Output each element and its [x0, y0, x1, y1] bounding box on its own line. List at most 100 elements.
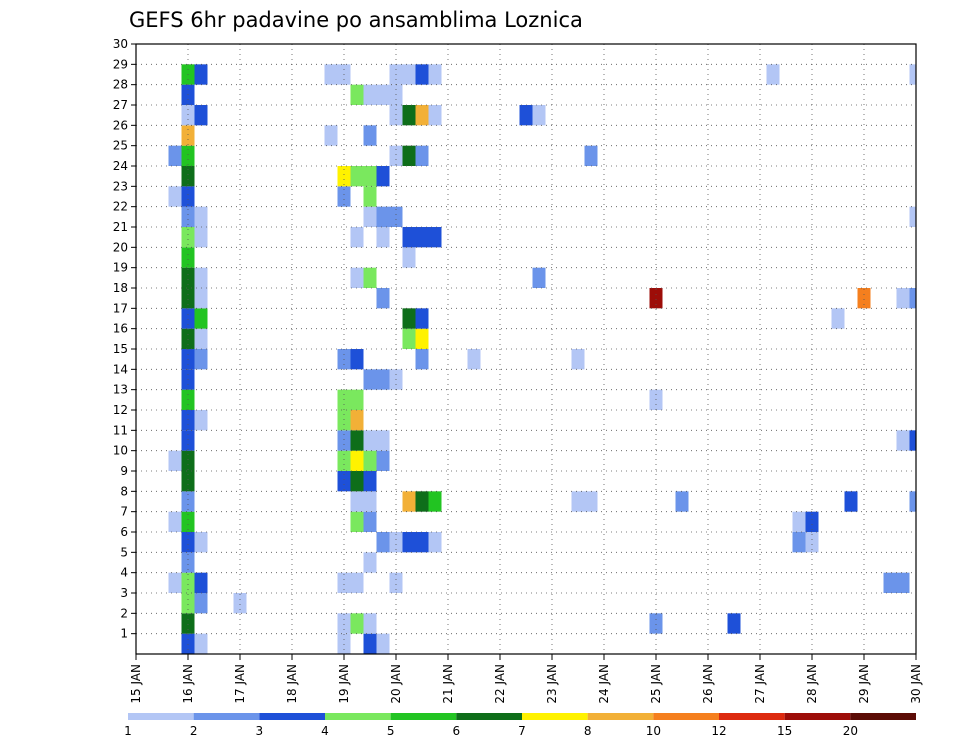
heatmap-cell — [194, 206, 208, 227]
y-tick-label: 15 — [113, 342, 128, 356]
heatmap-cell — [376, 450, 390, 471]
y-tick-label: 5 — [120, 545, 128, 559]
y-tick-label: 4 — [120, 566, 128, 580]
heatmap-cell — [350, 511, 364, 532]
heatmap-cell — [532, 267, 546, 288]
y-tick-label: 2 — [120, 606, 128, 620]
heatmap-cell — [402, 532, 416, 553]
y-tick-label: 8 — [120, 484, 128, 498]
y-tick-label: 1 — [120, 627, 128, 641]
heatmap-cell — [402, 328, 416, 349]
heatmap-cell — [909, 64, 916, 85]
heatmap-cell — [350, 491, 364, 512]
heatmap-cell — [363, 125, 377, 146]
chart-title: GEFS 6hr padavine po ansamblima Loznica — [129, 8, 583, 32]
heatmap-cell — [909, 491, 916, 512]
heatmap-cell — [194, 267, 208, 288]
heatmap-cell — [181, 145, 195, 166]
heatmap-cell — [428, 532, 442, 553]
heatmap-cell — [337, 572, 351, 593]
heatmap-cell — [909, 206, 916, 227]
colorbar-swatch — [522, 713, 588, 720]
heatmap-cell — [363, 633, 377, 654]
heatmap-cell — [402, 247, 416, 268]
colorbar-label: 6 — [453, 724, 461, 738]
colorbar-swatch — [128, 713, 194, 720]
heatmap-cell — [376, 430, 390, 451]
heatmap-cell — [402, 491, 416, 512]
y-tick-label: 14 — [113, 362, 128, 376]
heatmap-cell — [896, 430, 910, 451]
heatmap-cell — [337, 613, 351, 634]
x-tick-label: 18 JAN — [285, 664, 299, 704]
heatmap-cell — [376, 532, 390, 553]
heatmap-cell — [194, 572, 208, 593]
y-tick-label: 12 — [113, 403, 128, 417]
colorbar-label: 12 — [711, 724, 726, 738]
heatmap-cell — [519, 105, 533, 126]
heatmap-cell — [181, 105, 195, 126]
y-tick-label: 10 — [113, 444, 128, 458]
heatmap-cell — [363, 613, 377, 634]
heatmap-cell — [376, 369, 390, 390]
heatmap-cell — [194, 593, 208, 614]
heatmap-cell — [337, 410, 351, 431]
y-tick-label: 30 — [113, 37, 128, 51]
heatmap-cell — [727, 613, 741, 634]
heatmap-cell — [350, 572, 364, 593]
x-tick-label: 30 JAN — [909, 664, 923, 704]
x-tick-label: 16 JAN — [181, 664, 195, 704]
heatmap-cell — [909, 288, 916, 309]
y-tick-label: 24 — [113, 159, 128, 173]
heatmap-cell — [389, 572, 403, 593]
heatmap-cell — [428, 491, 442, 512]
heatmap-cell — [402, 64, 416, 85]
heatmap-cell — [415, 328, 429, 349]
x-tick-label: 17 JAN — [233, 664, 247, 704]
y-tick-label: 22 — [113, 200, 128, 214]
heatmap-cell — [181, 572, 195, 593]
colorbar-swatch — [587, 713, 654, 720]
heatmap-cell — [805, 532, 819, 553]
y-tick-label: 3 — [120, 586, 128, 600]
x-tick-label: 21 JAN — [441, 664, 455, 704]
heatmap-cell — [363, 166, 377, 187]
heatmap-cell — [389, 206, 403, 227]
y-tick-label: 9 — [120, 464, 128, 478]
y-tick-label: 7 — [120, 505, 128, 519]
heatmap-cell — [194, 410, 208, 431]
heatmap-cell — [337, 450, 351, 471]
heatmap-cell — [402, 145, 416, 166]
heatmap-cell — [168, 450, 182, 471]
heatmap-cell — [181, 227, 195, 248]
heatmap-cell — [181, 532, 195, 553]
heatmap-cell — [337, 633, 351, 654]
heatmap-cell — [415, 491, 429, 512]
heatmap-cell — [350, 267, 364, 288]
heatmap-cell — [402, 308, 416, 329]
heatmap-cell — [181, 471, 195, 492]
colorbar-label: 8 — [584, 724, 592, 738]
heatmap-cell — [194, 308, 208, 329]
heatmap-cell — [415, 349, 429, 370]
y-tick-label: 19 — [113, 261, 128, 275]
heatmap-cell — [194, 227, 208, 248]
heatmap-cell — [857, 288, 871, 309]
colorbar-swatch — [653, 713, 719, 720]
heatmap-cell — [844, 491, 858, 512]
colorbar-swatch — [390, 713, 457, 720]
y-tick-label: 25 — [113, 139, 128, 153]
heatmap-cell — [376, 84, 390, 105]
y-tick-label: 17 — [113, 301, 128, 315]
y-tick-label: 23 — [113, 179, 128, 193]
heatmap-cell — [571, 491, 585, 512]
heatmap-cell — [363, 369, 377, 390]
heatmap-cell — [883, 572, 897, 593]
heatmap-cell — [181, 125, 195, 146]
heatmap-cell — [181, 450, 195, 471]
colorbar-swatch — [259, 713, 325, 720]
heatmap-cell — [428, 105, 442, 126]
heatmap-cell — [363, 84, 377, 105]
heatmap-cell — [363, 267, 377, 288]
